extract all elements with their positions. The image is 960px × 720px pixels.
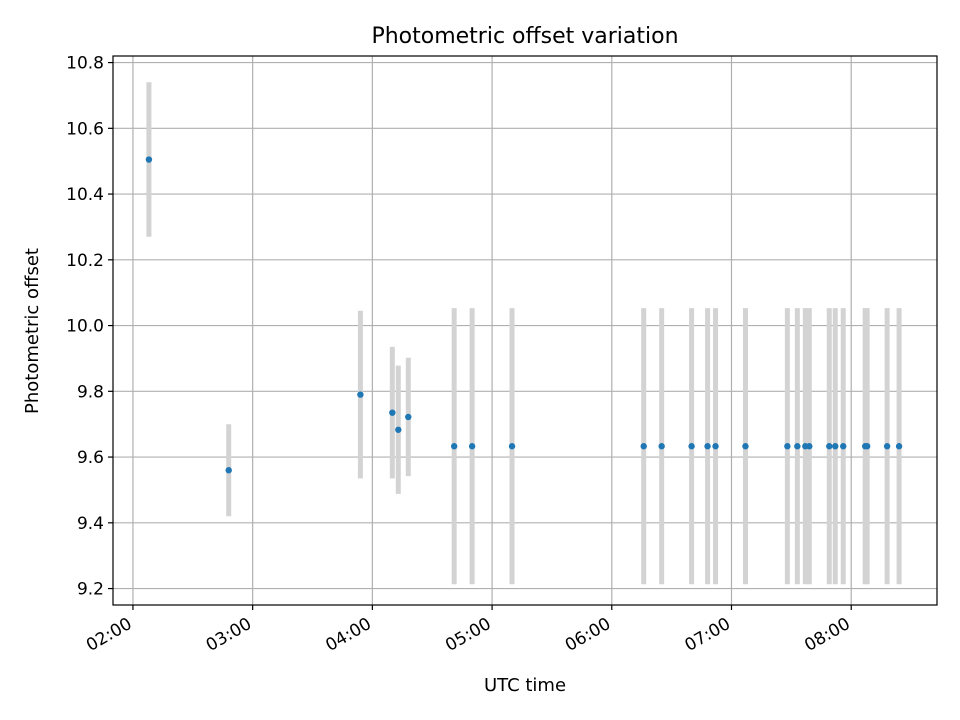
y-tick-label: 10.6 <box>66 119 104 139</box>
y-tick-label: 10.8 <box>66 54 104 74</box>
y-axis-label: Photometric offset <box>22 248 43 414</box>
data-point <box>658 443 665 450</box>
data-point <box>883 443 891 450</box>
data-point <box>742 443 749 450</box>
data-point <box>145 156 153 163</box>
data-point <box>225 467 232 474</box>
y-tick-label: 9.8 <box>77 382 104 402</box>
data-point <box>840 443 847 450</box>
data-point <box>863 443 871 450</box>
data-point <box>832 443 839 450</box>
data-point <box>640 443 647 450</box>
y-tick-label: 9.2 <box>77 580 104 600</box>
data-point <box>508 443 516 450</box>
y-axis-ticks: 9.2 9.4 9.6 9.8 10.0 10.2 10.4 10.6 10.8 <box>66 54 113 600</box>
data-point <box>784 443 791 450</box>
data-point <box>405 413 412 421</box>
data-point <box>794 443 801 450</box>
data-point <box>806 443 813 450</box>
y-tick-label: 10.0 <box>66 317 104 337</box>
data-point <box>468 443 476 450</box>
data-point <box>395 426 402 433</box>
y-tick-label: 9.4 <box>77 514 104 534</box>
y-tick-label: 10.4 <box>66 185 104 205</box>
data-point <box>450 443 458 450</box>
chart-title: Photometric offset variation <box>371 24 678 49</box>
data-point <box>712 443 719 450</box>
data-point <box>704 443 711 450</box>
data-point <box>688 443 695 450</box>
y-tick-label: 9.6 <box>77 448 104 468</box>
data-points <box>145 156 903 474</box>
plot-frame <box>112 55 938 606</box>
data-point <box>826 443 833 450</box>
data-point <box>895 443 903 450</box>
data-point <box>389 409 396 416</box>
y-tick-label: 10.2 <box>66 251 104 271</box>
data-point <box>357 391 364 398</box>
x-axis-label: UTC time <box>484 675 566 696</box>
grid <box>113 56 937 605</box>
